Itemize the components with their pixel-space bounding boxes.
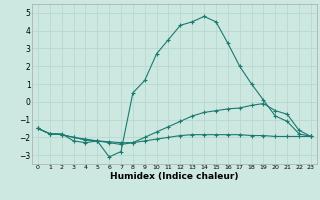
- X-axis label: Humidex (Indice chaleur): Humidex (Indice chaleur): [110, 172, 239, 181]
